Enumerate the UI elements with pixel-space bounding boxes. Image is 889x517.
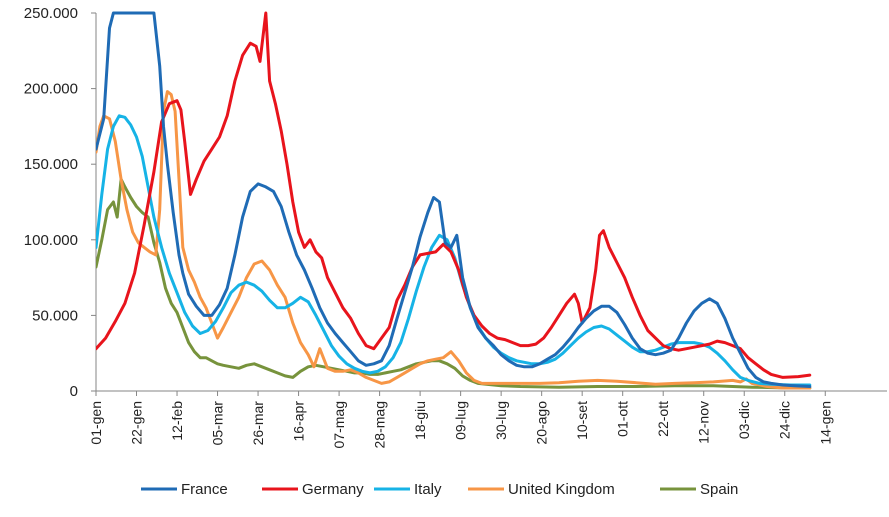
x-tick-label: 30-lug [493, 401, 509, 440]
series-line-germany [96, 11, 812, 379]
legend-label: Spain [700, 481, 738, 498]
legend-label: Germany [302, 481, 364, 498]
series-line-france [96, 11, 812, 388]
x-tick-label: 26-mar [250, 401, 266, 446]
plot-area [96, 11, 812, 390]
series-line-italy [96, 114, 812, 387]
legend-item: United Kingdom [468, 481, 615, 498]
x-tick-label: 07-mag [331, 401, 347, 448]
x-tick-label: 01-gen [88, 401, 104, 445]
x-tick-label: 24-dic [777, 401, 793, 439]
x-tick-label: 01-ott [615, 401, 631, 437]
x-tick-label: 05-mar [210, 401, 226, 446]
axes [91, 12, 887, 396]
x-tick-label: 16-apr [291, 401, 307, 442]
x-tick-label: 28-mag [372, 401, 388, 448]
y-tick-label: 200.000 [24, 81, 78, 98]
x-tick-label: 14-gen [817, 401, 833, 445]
x-tick-label: 20-ago [534, 401, 550, 445]
legend-item: Italy [374, 481, 442, 498]
y-tick-label: 100.000 [24, 232, 78, 249]
legend-label: United Kingdom [508, 481, 615, 498]
x-tick-label: 10-set [574, 401, 590, 440]
x-tick-label: 18-giu [412, 401, 428, 440]
x-axis-tick-labels: 01-gen 22-gen 12-feb 05-mar 26-mar 16-apr 07-m… [88, 401, 833, 449]
y-tick-label: 150.000 [24, 156, 78, 173]
x-tick-label: 22-gen [129, 401, 145, 445]
legend-label: Italy [414, 481, 442, 498]
y-tick-label: 250.000 [24, 5, 78, 22]
legend-item: France [141, 481, 228, 498]
legend-item: Germany [262, 481, 364, 498]
legend-item: Spain [660, 481, 738, 498]
x-tick-label: 03-dic [736, 401, 752, 439]
x-tick-label: 12-nov [696, 401, 712, 444]
x-tick-label: 09-lug [453, 401, 469, 440]
x-tick-label: 22-ott [655, 401, 671, 437]
legend-label: France [181, 481, 228, 498]
y-tick-label: 0 [70, 383, 78, 400]
legend: France Germany Italy United Kingdom Spain [141, 481, 738, 498]
x-tick-label: 12-feb [169, 401, 185, 441]
y-tick-label: 50.000 [32, 307, 78, 324]
series-line-spain [96, 177, 812, 390]
y-axis-tick-labels: 0 50.000 100.000 150.000 200.000 250.000 [24, 5, 78, 400]
